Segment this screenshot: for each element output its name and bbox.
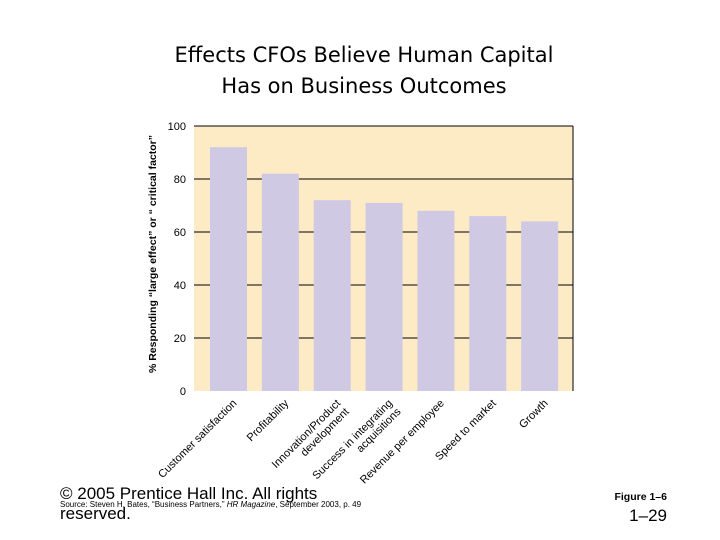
figure-label: Figure 1–6 bbox=[614, 491, 667, 503]
x-category-label-line: Profitability bbox=[245, 397, 292, 444]
bar bbox=[210, 147, 247, 391]
bar bbox=[417, 210, 455, 391]
y-tick-label: 40 bbox=[174, 280, 186, 292]
source-prefix: Source: Steven H. Bates, “Business Partn… bbox=[60, 500, 227, 509]
chart-title: Effects CFOs Believe Human Capital Has o… bbox=[0, 40, 720, 102]
x-category-label: Growth bbox=[517, 397, 551, 431]
y-tick-label: 80 bbox=[174, 174, 186, 186]
y-tick-label: 20 bbox=[174, 333, 186, 345]
y-axis-label: % Responding “large effect” or “ critica… bbox=[147, 135, 159, 373]
y-tick-label: 100 bbox=[168, 121, 186, 133]
bar bbox=[469, 216, 507, 391]
page-number: 1–29 bbox=[629, 506, 667, 525]
bar bbox=[261, 173, 299, 391]
x-category-label: Profitability bbox=[245, 397, 292, 444]
y-tick-label: 0 bbox=[180, 386, 186, 398]
bar bbox=[365, 202, 403, 391]
source-magazine: HR Magazine bbox=[226, 500, 276, 509]
bar bbox=[313, 200, 351, 391]
x-category-label-line: Customer satisfaction bbox=[156, 397, 239, 480]
copyright-notice: © 2005 Prentice Hall Inc. All rights res… bbox=[60, 484, 318, 523]
y-tick-label: 60 bbox=[174, 227, 186, 239]
source-suffix: , September 2003, p. 49 bbox=[275, 500, 362, 509]
source-note: Source: Steven H. Bates, “Business Partn… bbox=[60, 500, 361, 509]
chart-title-line-1: Effects CFOs Believe Human Capital bbox=[174, 43, 554, 67]
bar bbox=[521, 221, 559, 391]
x-category-label-line: Growth bbox=[517, 397, 551, 431]
chart-title-line-2: Has on Business Outcomes bbox=[221, 74, 507, 98]
x-category-label: Customer satisfaction bbox=[156, 397, 239, 480]
